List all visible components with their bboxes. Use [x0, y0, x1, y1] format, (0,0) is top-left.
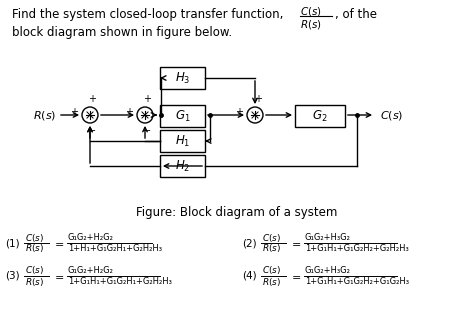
Text: $R(s)$: $R(s)$ [300, 18, 322, 31]
Text: 1+G₁H₁+G₁G₂H₂+G₁G₂H₃: 1+G₁H₁+G₁G₂H₂+G₁G₂H₃ [305, 277, 409, 286]
Text: G₁G₂+H₂G₂: G₁G₂+H₂G₂ [68, 233, 114, 242]
Text: $=$: $=$ [289, 238, 301, 248]
Text: $C(s)$: $C(s)$ [262, 232, 281, 243]
Text: $C(s)$: $C(s)$ [25, 264, 44, 277]
Bar [160, 130, 205, 152]
Text: $C(s)$: $C(s)$ [380, 108, 403, 122]
Bar [160, 105, 205, 127]
Text: 1+G₁H₁+G₁G₂H₁+G₂H₂H₃: 1+G₁H₁+G₁G₂H₁+G₂H₂H₃ [68, 277, 172, 286]
Text: $H_3$: $H_3$ [175, 70, 190, 85]
Text: −: − [143, 126, 151, 136]
Text: $=$: $=$ [52, 271, 64, 281]
Text: , of the: , of the [335, 8, 377, 21]
Text: +: + [235, 107, 243, 117]
Text: $=$: $=$ [52, 238, 64, 248]
Text: +: + [70, 107, 78, 117]
Text: $C(s)$: $C(s)$ [25, 232, 44, 243]
Bar [160, 67, 205, 89]
Text: G₁G₂+H₃G₂: G₁G₂+H₃G₂ [305, 233, 351, 242]
Text: $H_1$: $H_1$ [175, 133, 190, 149]
Text: $=$: $=$ [289, 271, 301, 281]
Text: +: + [254, 94, 262, 104]
Text: 1+G₁H₁+G₁G₂H₂+G₂H₂H₃: 1+G₁H₁+G₁G₂H₂+G₂H₂H₃ [305, 244, 409, 253]
Text: (2): (2) [242, 238, 256, 248]
Text: +: + [143, 94, 151, 104]
Text: +: + [125, 107, 133, 117]
Text: (3): (3) [5, 271, 19, 281]
Text: $R(s)$: $R(s)$ [33, 108, 56, 122]
Text: $G_1$: $G_1$ [175, 108, 190, 123]
Text: +: + [88, 94, 96, 104]
Text: −: − [88, 126, 96, 136]
Text: $R(s)$: $R(s)$ [25, 242, 44, 255]
Text: $H_2$: $H_2$ [175, 159, 190, 174]
Text: $R(s)$: $R(s)$ [262, 276, 281, 287]
Text: $R(s)$: $R(s)$ [262, 242, 281, 255]
Text: (4): (4) [242, 271, 256, 281]
Text: (1): (1) [5, 238, 19, 248]
Text: G₁G₂+H₃G₂: G₁G₂+H₃G₂ [305, 266, 351, 275]
Text: G₁G₂+H₂G₂: G₁G₂+H₂G₂ [68, 266, 114, 275]
Text: $C(s)$: $C(s)$ [300, 5, 322, 18]
Text: $C(s)$: $C(s)$ [262, 264, 281, 277]
Text: $R(s)$: $R(s)$ [25, 276, 44, 287]
Text: 1+H₁+G₁G₂H₁+G₂H₂H₃: 1+H₁+G₁G₂H₁+G₂H₂H₃ [68, 244, 162, 253]
Text: Figure: Block diagram of a system: Figure: Block diagram of a system [137, 206, 337, 219]
Text: $G_2$: $G_2$ [312, 108, 328, 123]
Text: block diagram shown in figure below.: block diagram shown in figure below. [12, 26, 232, 39]
Bar [160, 155, 205, 177]
Bar [295, 105, 345, 127]
Text: Find the system closed-loop transfer function,: Find the system closed-loop transfer fun… [12, 8, 283, 21]
